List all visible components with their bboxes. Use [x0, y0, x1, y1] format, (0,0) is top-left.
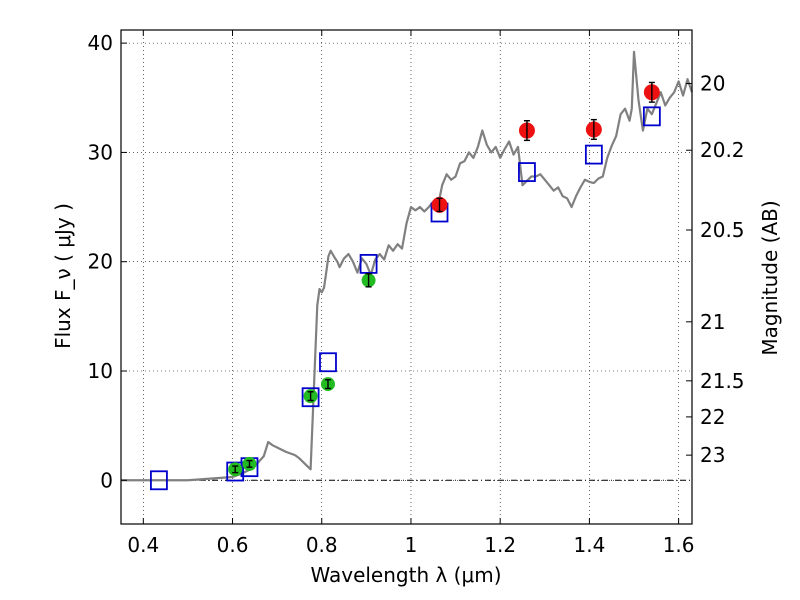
- x-axis-label: Wavelength λ (μm): [310, 563, 501, 587]
- y-tick-label: 40: [88, 31, 113, 55]
- x-tick-label: 0.8: [306, 533, 338, 557]
- x-axis: 0.4 0.6 0.8 1 1.2 1.4 1.6: [127, 30, 695, 557]
- x-tick-label: 1.6: [663, 533, 695, 557]
- x-tick-label: 1: [405, 533, 418, 557]
- x-tick-label: 1.4: [573, 533, 605, 557]
- y-tick-label: 20: [88, 250, 113, 274]
- y-tick-label: 0: [100, 468, 113, 492]
- y-axis-label: Flux F_ν ( μJy ): [51, 203, 75, 349]
- grid: [121, 30, 692, 524]
- y2-tick-label: 20: [700, 72, 725, 96]
- model-photometry-square: [584, 144, 603, 165]
- y-tick-label: 10: [88, 359, 113, 383]
- x-tick-label: 0.6: [217, 533, 249, 557]
- y2-tick-label: 23: [700, 443, 725, 467]
- y-axis: 0 10 20 30 40: [88, 31, 127, 492]
- y-tick-label: 30: [88, 140, 113, 164]
- y2-tick-label: 22: [700, 405, 725, 429]
- x-tick-label: 0.4: [127, 533, 159, 557]
- x-tick-label: 1.2: [484, 533, 516, 557]
- y2-axis: 20 20.2 20.5 21 21.5 22 23: [686, 72, 745, 467]
- y2-tick-label: 21: [700, 310, 725, 334]
- plot-frame: [120, 29, 693, 525]
- plot-area: [121, 50, 694, 491]
- y2-axis-label: Magnitude (AB): [758, 200, 782, 355]
- model-photometry-square: [319, 352, 337, 373]
- y2-tick-label: 21.5: [700, 369, 745, 393]
- model-photometry-square: [359, 253, 378, 274]
- model-photometry-square: [150, 470, 168, 491]
- model-spectrum-line: [121, 50, 694, 482]
- model-photometry-square: [642, 106, 661, 127]
- model-photometry-square: [301, 387, 320, 408]
- y2-tick-label: 20.5: [700, 218, 745, 242]
- y2-tick-label: 20.2: [700, 138, 745, 162]
- model-photometry-square: [518, 162, 536, 182]
